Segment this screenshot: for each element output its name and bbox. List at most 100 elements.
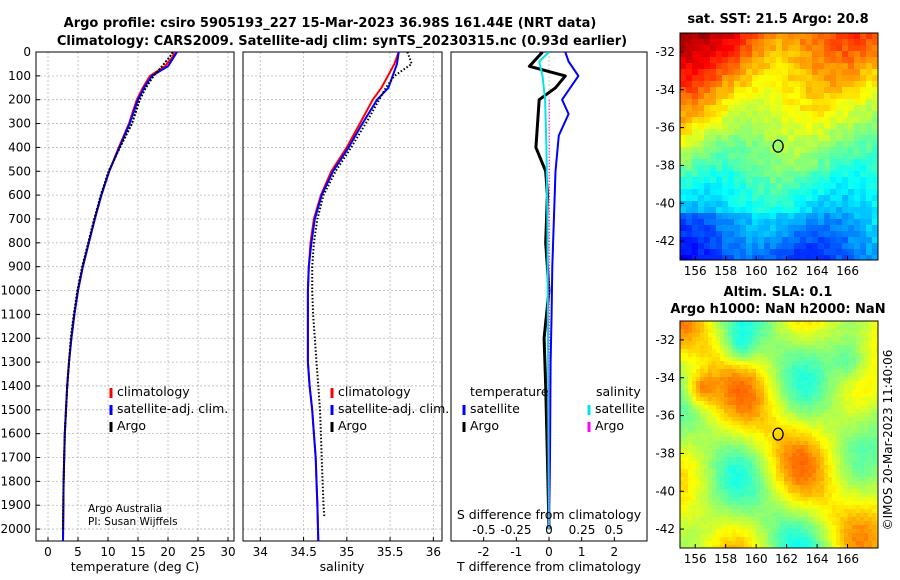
map-cell (808, 421, 813, 426)
map-cell (688, 321, 693, 326)
map-cell (796, 425, 801, 430)
map-cell (836, 537, 841, 542)
map-cell (824, 147, 831, 154)
map-cell (716, 533, 721, 538)
map-cell (782, 75, 789, 82)
map-cell (844, 425, 849, 430)
map-cell (740, 117, 747, 124)
map-cell (782, 123, 789, 130)
map-cell (692, 441, 697, 446)
map-cell (804, 453, 809, 458)
map-cell (872, 33, 878, 40)
map-cell (792, 445, 797, 450)
map-cell (746, 75, 753, 82)
map-cell (744, 453, 749, 458)
map-cell (744, 545, 749, 548)
map-cell (800, 201, 807, 208)
map-cell (704, 405, 709, 410)
map-cell (708, 353, 713, 358)
map-cell (776, 501, 781, 506)
map-cell (752, 123, 759, 130)
map-cell (782, 231, 789, 238)
map-cell (692, 333, 697, 338)
map-cell (860, 39, 867, 46)
map-cell (696, 505, 701, 510)
map-cell (746, 153, 753, 160)
map-cell (720, 485, 725, 490)
map-cell (740, 417, 745, 422)
map-cell (824, 525, 829, 530)
map-cell (716, 337, 721, 342)
map-cell (722, 237, 729, 244)
imos-stamp: ©IMOS 20-Mar-2023 11:40:06 (881, 350, 895, 531)
map-cell (780, 389, 785, 394)
map-cell (700, 329, 705, 334)
map-x-tick-label: 162 (775, 264, 798, 278)
map-cell (818, 123, 825, 130)
map-cell (772, 445, 777, 450)
map-cell (696, 397, 701, 402)
map-cell (716, 373, 721, 378)
map-cell (864, 337, 869, 342)
map-cell (756, 421, 761, 426)
map-cell (688, 377, 693, 382)
map-cell (824, 135, 831, 142)
map-cell (704, 477, 709, 482)
map-cell (752, 129, 759, 136)
map-cell (872, 445, 877, 450)
map-cell (758, 81, 765, 88)
map-cell (792, 329, 797, 334)
map-cell (710, 249, 717, 256)
map-cell (724, 457, 729, 462)
map-cell (806, 237, 813, 244)
map-cell (680, 189, 687, 196)
map-cell (752, 457, 757, 462)
map-cell (748, 321, 753, 326)
map-cell (732, 429, 737, 434)
map-cell (744, 413, 749, 418)
map-cell (704, 99, 711, 106)
map-cell (770, 201, 777, 208)
map-cell (848, 461, 853, 466)
s-diff-tick-label: 0 (545, 523, 553, 537)
map-cell (864, 429, 869, 434)
map-cell (728, 333, 733, 338)
map-cell (720, 381, 725, 386)
map-cell (848, 93, 855, 100)
map-cell (680, 469, 685, 474)
map-cell (704, 457, 709, 462)
map-cell (824, 57, 831, 64)
map-cell (842, 153, 849, 160)
map-cell (680, 195, 687, 202)
map-cell (868, 469, 873, 474)
map-cell (712, 329, 717, 334)
map-cell (756, 533, 761, 538)
map-cell (796, 405, 801, 410)
map-cell (808, 377, 813, 382)
map-cell (692, 525, 697, 530)
map-cell (812, 249, 819, 256)
map-cell (760, 545, 765, 548)
map-cell (752, 255, 759, 260)
map-cell (704, 445, 709, 450)
map-cell (860, 213, 867, 220)
map-cell (820, 361, 825, 366)
map-cell (788, 401, 793, 406)
map-x-tick-label: 162 (775, 552, 798, 566)
map-cell (696, 433, 701, 438)
map-cell (680, 69, 687, 76)
map-cell (844, 537, 849, 542)
map-cell (686, 81, 693, 88)
map-cell (696, 489, 701, 494)
map-cell (722, 231, 729, 238)
map-cell (684, 345, 689, 350)
map-cell (748, 381, 753, 386)
map-cell (854, 255, 861, 260)
map-cell (760, 497, 765, 502)
map-cell (876, 397, 878, 402)
map-cell (864, 345, 869, 350)
map-cell (734, 255, 741, 260)
map-cell (734, 51, 741, 58)
map-cell (716, 457, 721, 462)
map-cell (800, 123, 807, 130)
